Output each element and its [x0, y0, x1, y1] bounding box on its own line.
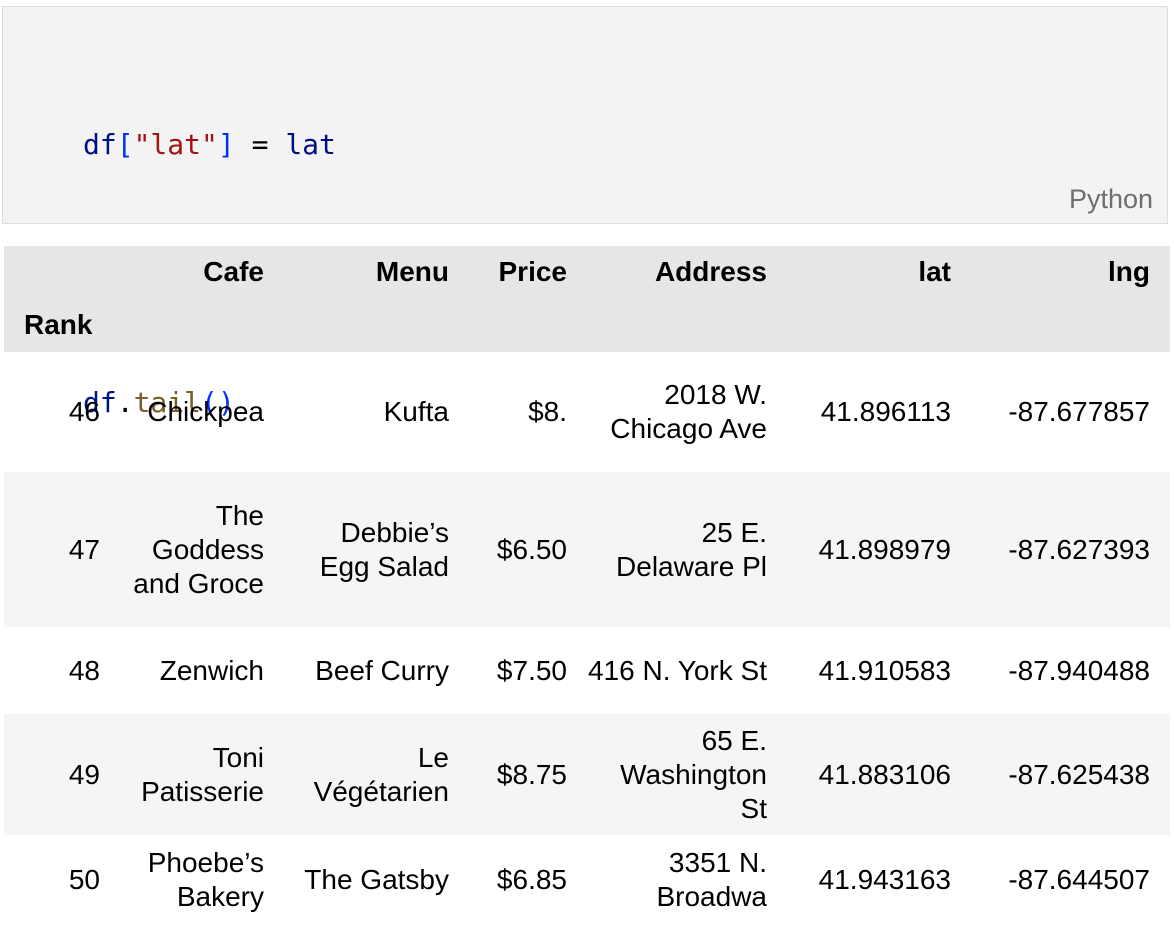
column-header-lat: lat: [787, 246, 971, 298]
code-token: (): [201, 386, 235, 419]
index-row-filler: [971, 298, 1170, 352]
cafe-cell: Toni Patisserie: [114, 714, 284, 835]
menu-cell: Debbie’s Egg Salad: [284, 472, 469, 627]
code-token: "lat": [133, 128, 218, 161]
cafe-cell: Zenwich: [159, 654, 264, 686]
code-token: df: [83, 128, 117, 161]
address-cell: 25 E. Delaware Pl: [587, 472, 787, 627]
address-cell: 2018 W. Chicago Ave: [610, 379, 767, 444]
code-line: df.tail(): [83, 381, 336, 424]
code-token: ]: [217, 128, 235, 161]
lat-cell: 41.943163: [818, 864, 951, 895]
index-row-filler: [114, 298, 284, 352]
lng-cell: -87.677857: [1008, 396, 1150, 427]
rank-cell: 49: [4, 714, 114, 835]
price-cell: $8.75: [469, 714, 587, 835]
column-header-price: Price: [469, 246, 587, 298]
address-cell: 416 N. York St: [587, 654, 767, 686]
address-cell: 3351 N. Broadwa: [656, 847, 767, 912]
lng-cell: -87.625438: [971, 714, 1170, 835]
code-line: df["lat"] = lat: [83, 123, 336, 166]
cafe-cell: The Goddess and Groce: [114, 472, 284, 627]
rank-cell: 48: [68, 654, 100, 686]
menu-cell: Le Végétarien: [284, 714, 469, 835]
menu-cell: Kufta: [383, 396, 449, 427]
lng-cell: -87.627393: [971, 472, 1170, 627]
code-token: =: [234, 128, 286, 161]
column-header-cafe: Cafe: [114, 246, 284, 298]
lat-cell: 41.898979: [787, 472, 971, 627]
price-cell: $6.85: [496, 864, 567, 895]
lat-cell: 41.910583: [818, 654, 951, 686]
language-label[interactable]: Python: [1068, 184, 1153, 214]
code-token: tail: [133, 386, 202, 419]
index-row-filler: [469, 298, 587, 352]
lng-cell: -87.644507: [1008, 864, 1150, 895]
lat-cell: 41.883106: [787, 714, 971, 835]
rank-cell: 47: [4, 472, 114, 627]
address-cell: 65 E. Washington St: [587, 714, 787, 835]
header-row: Cafe Menu Price Address lat lng: [4, 246, 1170, 298]
index-corner-cell: [4, 246, 114, 298]
menu-cell: The Gatsby: [304, 864, 449, 895]
lat-cell: 41.896113: [820, 396, 951, 427]
index-name-rank: Rank: [4, 298, 114, 352]
cafe-cell: Chickpea: [147, 396, 264, 427]
column-header-lng: lng: [971, 246, 1170, 298]
column-header-address: Address: [587, 246, 787, 298]
cafe-cell: Phoebe’s Bakery: [147, 847, 264, 912]
table-row: 47 The Goddess and Groce Debbie’s Egg Sa…: [4, 472, 1170, 627]
rank-cell: 46: [68, 396, 100, 427]
table-row: 46 Chickpea Kufta $8. 2018 W. Chicago Av…: [4, 352, 1170, 472]
index-row-filler: [284, 298, 469, 352]
column-header-menu: Menu: [284, 246, 469, 298]
code-token: lat: [285, 128, 336, 161]
lng-cell: -87.940488: [1008, 654, 1150, 686]
table-row: 50 Phoebe’s Bakery The Gatsby $6.85 3351…: [4, 835, 1170, 925]
index-row-filler: [587, 298, 787, 352]
rank-cell: 50: [68, 864, 100, 895]
code-cell[interactable]: df["lat"] = lat df["lng"] = lng df.tail(…: [2, 6, 1168, 419]
table-row: 49 Toni Patisserie Le Végétarien $8.75 6…: [4, 714, 1170, 835]
table-row: 48 Zenwich Beef Curry $7.50 416 N. York …: [4, 627, 1170, 714]
price-cell: $8.: [528, 396, 567, 427]
code-token: df: [83, 386, 117, 419]
index-row-filler: [787, 298, 971, 352]
menu-cell: Beef Curry: [315, 654, 449, 686]
code-token: .: [116, 386, 134, 419]
dataframe-output: Cafe Menu Price Address lat lng Rank 46 …: [4, 246, 1170, 925]
price-cell: $6.50: [469, 472, 587, 627]
code-token: [: [116, 128, 134, 161]
index-name-row: Rank: [4, 298, 1170, 352]
price-cell: $7.50: [496, 654, 567, 686]
